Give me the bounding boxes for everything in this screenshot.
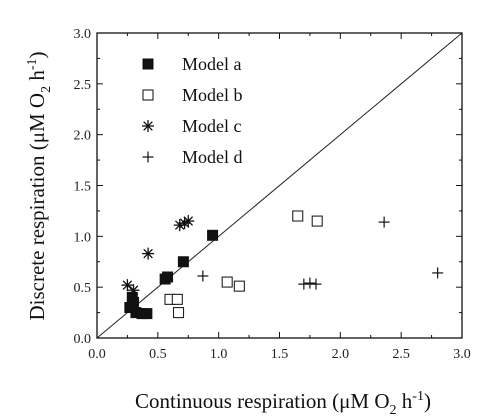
legend-marker bbox=[142, 89, 154, 101]
square-open-marker bbox=[221, 276, 233, 288]
data-point bbox=[207, 229, 219, 241]
series-model-b bbox=[164, 210, 323, 319]
asterisk-stroke bbox=[183, 216, 194, 226]
square-filled-marker bbox=[130, 307, 142, 319]
y-tick-label: 1.0 bbox=[74, 230, 92, 245]
y-axis: 0.0 0.5 1.0 1.5 2.0 2.5 3.0 bbox=[74, 27, 462, 347]
data-point bbox=[121, 279, 134, 292]
y-tick-label: 0.0 bbox=[74, 332, 92, 347]
square-open-marker bbox=[142, 89, 154, 101]
data-point bbox=[127, 284, 140, 297]
data-point bbox=[221, 276, 233, 288]
x-tick-label: 3.0 bbox=[453, 347, 471, 362]
square-filled-marker bbox=[207, 229, 219, 241]
square-open-marker bbox=[233, 280, 245, 292]
y-axis-title: Discrete respiration (μM O2 h-1) bbox=[25, 51, 54, 320]
y-tick-label: 0.5 bbox=[74, 281, 92, 296]
data-point bbox=[298, 278, 310, 290]
data-point bbox=[233, 280, 245, 292]
x-axis-title: Continuous respiration (μM O2 h-1) bbox=[135, 389, 431, 416]
square-open-marker bbox=[292, 210, 304, 222]
legend-marker bbox=[142, 120, 154, 132]
data-point bbox=[311, 215, 323, 227]
reference-line bbox=[96, 32, 463, 339]
square-filled-marker bbox=[142, 58, 154, 70]
legend-item: Model c bbox=[142, 116, 241, 136]
data-point bbox=[378, 216, 390, 228]
data-point bbox=[304, 277, 316, 289]
square-filled-marker bbox=[141, 308, 153, 320]
square-open-marker bbox=[311, 215, 323, 227]
x-tick-label: 0.5 bbox=[149, 347, 167, 362]
data-point bbox=[128, 296, 139, 308]
data-point bbox=[130, 307, 142, 319]
data-point bbox=[141, 308, 153, 320]
data-point bbox=[292, 210, 304, 222]
x-axis: 0.0 0.5 1.0 1.5 2.0 2.5 3.0 bbox=[88, 33, 471, 362]
series-model-c bbox=[121, 215, 195, 297]
legend-label: Model b bbox=[182, 85, 243, 105]
asterisk-stroke bbox=[143, 248, 153, 259]
data-point bbox=[162, 271, 174, 283]
asterisk-stroke bbox=[143, 121, 153, 131]
y-tick-label: 2.5 bbox=[74, 78, 92, 93]
x-tick-label: 1.5 bbox=[271, 347, 289, 362]
legend-label: Model c bbox=[182, 116, 241, 136]
data-point bbox=[142, 247, 155, 260]
square-filled-marker bbox=[128, 296, 139, 308]
legend-marker bbox=[142, 58, 154, 70]
asterisk-stroke bbox=[128, 285, 139, 295]
legend-marker bbox=[142, 151, 154, 163]
legend: Model a Model b Model c Model d bbox=[142, 54, 243, 167]
data-point bbox=[172, 307, 185, 319]
data-point bbox=[310, 278, 322, 290]
data-points bbox=[121, 210, 444, 320]
data-point bbox=[197, 270, 209, 282]
legend-label: Model d bbox=[182, 147, 243, 167]
asterisk-stroke bbox=[174, 220, 185, 230]
legend-item: Model b bbox=[142, 85, 243, 105]
data-point bbox=[171, 293, 183, 305]
x-tick-label: 0.0 bbox=[88, 347, 106, 362]
data-point bbox=[177, 256, 189, 268]
data-point bbox=[182, 215, 195, 228]
square-open-marker bbox=[171, 293, 183, 305]
y-tick-label: 1.5 bbox=[74, 180, 92, 195]
square-open-marker bbox=[172, 307, 185, 319]
legend-item: Model a bbox=[142, 54, 241, 74]
square-filled-marker bbox=[162, 271, 174, 283]
data-point bbox=[432, 267, 444, 279]
data-point bbox=[178, 217, 191, 230]
square-filled-marker bbox=[177, 256, 189, 268]
x-tick-label: 2.5 bbox=[392, 347, 410, 362]
legend-label: Model a bbox=[182, 54, 241, 74]
series-model-d bbox=[197, 216, 444, 290]
y-tick-label: 2.0 bbox=[74, 129, 92, 144]
asterisk-stroke bbox=[122, 280, 133, 290]
series-model-a bbox=[124, 229, 219, 320]
x-tick-label: 1.0 bbox=[210, 347, 228, 362]
legend-item: Model d bbox=[142, 147, 243, 167]
y-tick-label: 3.0 bbox=[74, 27, 92, 42]
x-tick-label: 2.0 bbox=[332, 347, 350, 362]
